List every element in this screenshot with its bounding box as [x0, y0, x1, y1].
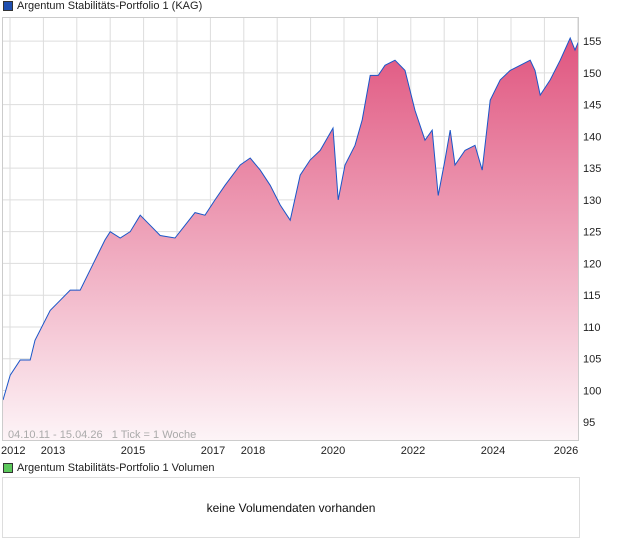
y-tick-label: 140: [583, 131, 601, 143]
y-tick-label: 150: [583, 68, 601, 80]
main-legend-label: Argentum Stabilitäts-Portfolio 1 (KAG): [17, 0, 203, 12]
volume-legend-label: Argentum Stabilitäts-Portfolio 1 Volumen: [17, 462, 215, 474]
y-tick-label: 95: [583, 417, 595, 429]
x-tick-label: 2018: [241, 445, 265, 457]
x-tick-label: 2024: [481, 445, 505, 457]
x-tick-label: 2015: [121, 445, 145, 457]
range-label: 04.10.11 - 15.04.26 1 Tick = 1 Woche: [8, 429, 196, 441]
volume-panel: keine Volumendaten vorhanden: [2, 477, 580, 538]
price-line: [2, 36, 579, 401]
price-chart: 04.10.11 - 15.04.26 1 Tick = 1 Woche 95 1…: [1, 17, 601, 457]
y-tick-label: 105: [583, 354, 601, 366]
y-tick-label: 100: [583, 385, 601, 397]
y-tick-label: 110: [583, 322, 601, 334]
x-tick-label: 2026: [554, 445, 578, 457]
main-legend: Argentum Stabilitäts-Portfolio 1 (KAG): [3, 0, 202, 12]
plot-border: [2, 17, 579, 441]
y-tick-label: 120: [583, 258, 601, 270]
volume-message: keine Volumendaten vorhanden: [206, 500, 376, 515]
x-tick-label: 2017: [201, 445, 225, 457]
volume-legend: Argentum Stabilitäts-Portfolio 1 Volumen: [3, 462, 215, 474]
y-tick-label: 130: [583, 195, 601, 207]
x-tick-label: 2022: [401, 445, 425, 457]
price-area: [3, 38, 579, 440]
x-tick-label: 2020: [321, 445, 345, 457]
y-tick-label: 135: [583, 163, 601, 175]
x-tick-label: 2013: [41, 445, 65, 457]
legend-square-icon: [3, 463, 13, 473]
y-tick-label: 125: [583, 227, 601, 239]
y-tick-label: 115: [583, 290, 601, 302]
legend-square-icon: [3, 1, 13, 11]
y-tick-label: 145: [583, 100, 601, 112]
x-tick-label: 2012: [1, 445, 25, 457]
y-tick-label: 155: [583, 36, 601, 48]
